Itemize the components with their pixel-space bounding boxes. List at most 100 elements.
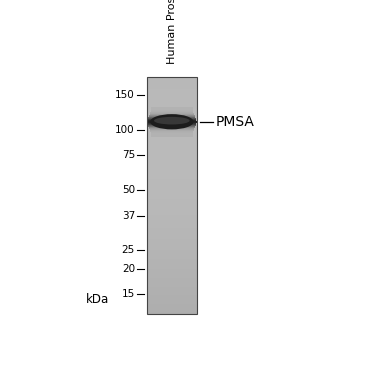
Bar <box>149 127 195 128</box>
Bar <box>147 131 196 132</box>
Bar <box>147 145 196 146</box>
Bar <box>150 130 194 131</box>
Bar <box>147 201 196 202</box>
Bar <box>147 91 196 92</box>
Bar <box>147 192 196 193</box>
Text: 20: 20 <box>122 264 135 274</box>
Bar <box>147 308 196 309</box>
Text: 100: 100 <box>115 125 135 135</box>
Bar <box>147 277 196 278</box>
Bar <box>147 120 196 121</box>
Bar <box>147 128 196 129</box>
Bar <box>147 311 196 312</box>
Bar <box>147 207 196 208</box>
Bar <box>147 150 196 151</box>
Bar <box>147 167 196 168</box>
Bar <box>147 124 196 125</box>
Bar <box>147 111 196 112</box>
Bar <box>147 89 196 90</box>
Bar <box>147 273 196 274</box>
Bar <box>147 226 196 227</box>
Bar <box>147 165 196 166</box>
Bar <box>147 220 196 221</box>
Bar <box>147 153 196 154</box>
Bar <box>147 222 196 223</box>
Bar <box>147 143 196 144</box>
Bar <box>147 294 196 295</box>
Bar <box>147 284 196 285</box>
Bar <box>147 164 196 165</box>
Bar <box>147 122 196 123</box>
Bar <box>147 230 196 231</box>
Bar <box>147 213 196 214</box>
Bar <box>147 281 196 282</box>
Bar <box>147 121 196 122</box>
Bar <box>147 146 196 147</box>
Bar <box>147 95 196 96</box>
Text: 25: 25 <box>122 245 135 255</box>
Bar <box>147 108 196 109</box>
Bar <box>147 82 196 83</box>
Bar <box>147 149 196 150</box>
Bar <box>147 235 196 236</box>
Bar <box>147 244 196 245</box>
Bar <box>147 183 196 184</box>
Bar <box>147 142 196 143</box>
Bar <box>147 104 196 105</box>
Bar <box>147 127 196 128</box>
Bar <box>147 290 196 291</box>
Bar <box>147 209 196 210</box>
Bar <box>147 113 196 114</box>
Bar <box>147 246 196 247</box>
Bar <box>151 107 193 108</box>
Bar <box>147 187 196 188</box>
Bar <box>150 112 194 113</box>
Bar <box>150 113 194 114</box>
Bar <box>147 303 196 304</box>
Bar <box>147 302 196 303</box>
Bar <box>147 225 196 226</box>
Bar <box>147 177 196 178</box>
Bar <box>147 288 196 289</box>
Bar <box>147 275 196 276</box>
Bar <box>147 175 196 176</box>
Bar <box>147 134 196 135</box>
Text: 50: 50 <box>122 185 135 195</box>
Bar <box>147 133 196 134</box>
Bar <box>147 159 196 160</box>
Bar <box>147 93 196 94</box>
Bar <box>147 229 196 230</box>
Bar <box>147 231 196 232</box>
Bar <box>147 234 196 235</box>
Bar <box>147 214 196 215</box>
Bar <box>147 176 196 177</box>
Bar <box>147 119 196 120</box>
Bar <box>147 287 196 288</box>
Bar <box>147 85 196 86</box>
Bar <box>147 136 196 137</box>
Bar <box>147 172 196 173</box>
Bar <box>147 272 196 273</box>
Bar <box>147 122 196 123</box>
Bar <box>147 100 196 101</box>
Bar <box>147 291 196 292</box>
Bar <box>147 198 196 199</box>
Bar <box>147 238 196 239</box>
Bar <box>147 232 196 233</box>
Bar <box>147 194 196 195</box>
Bar <box>147 205 196 206</box>
Bar <box>147 286 196 287</box>
Bar <box>147 297 196 298</box>
Bar <box>147 292 196 293</box>
Bar <box>147 123 196 124</box>
Bar <box>147 112 196 113</box>
Bar <box>147 240 196 241</box>
Bar <box>150 111 193 112</box>
Bar <box>147 212 196 213</box>
Bar <box>147 101 196 102</box>
Bar <box>147 215 196 216</box>
Bar <box>147 130 196 131</box>
Bar <box>147 182 196 183</box>
Bar <box>147 160 196 161</box>
Bar <box>147 181 196 182</box>
